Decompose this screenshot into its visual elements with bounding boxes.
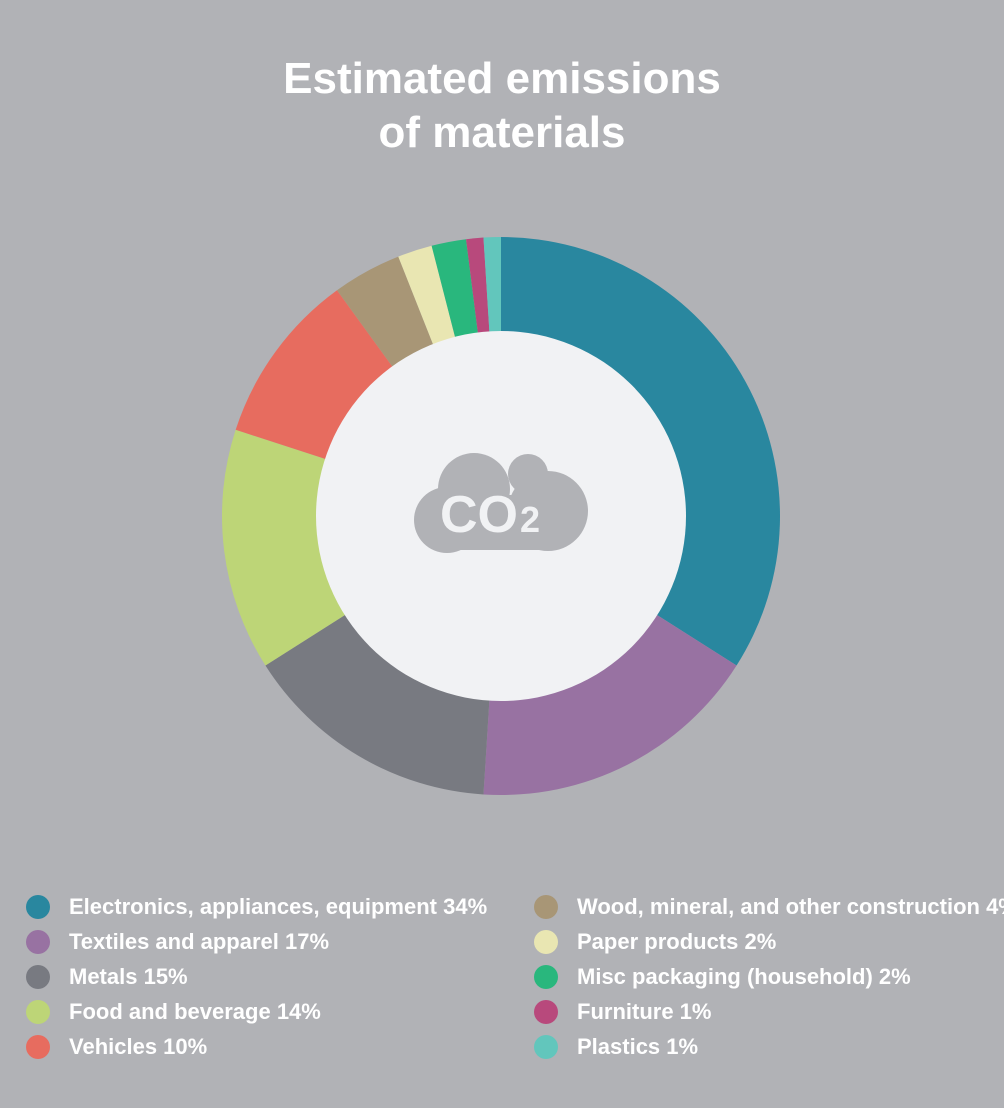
legend-label: Food and beverage 14% xyxy=(69,998,321,1024)
legend-swatch xyxy=(534,964,558,989)
legend-swatch xyxy=(26,964,50,989)
chart-title: Estimated emissions of materials xyxy=(0,52,1004,160)
legend-swatch xyxy=(534,894,558,919)
legend-item: Misc packaging (household) 2% xyxy=(534,959,1004,994)
legend-swatch xyxy=(26,929,50,954)
legend-label: Misc packaging (household) 2% xyxy=(577,963,911,989)
legend-swatch xyxy=(26,999,50,1024)
legend-item: Plastics 1% xyxy=(534,1029,1004,1064)
legend-item: Vehicles 10% xyxy=(26,1029,487,1064)
legend-swatch xyxy=(534,1034,558,1059)
legend-label: Plastics 1% xyxy=(577,1033,699,1059)
co2-label: CO2 xyxy=(440,486,540,544)
legend-swatch xyxy=(26,894,50,919)
legend-label: Paper products 2% xyxy=(577,928,777,954)
legend-label: Electronics, appliances, equipment 34% xyxy=(69,893,488,919)
legend-item: Wood, mineral, and other construction 4% xyxy=(534,889,1004,924)
legend-item: Metals 15% xyxy=(26,959,487,994)
legend-swatch xyxy=(26,1034,50,1059)
chart-title-line-1: Estimated emissions xyxy=(283,54,721,103)
legend-label: Vehicles 10% xyxy=(69,1033,208,1059)
legend-column-right: Wood, mineral, and other construction 4%… xyxy=(534,889,1004,1064)
legend-column-left: Electronics, appliances, equipment 34% Te… xyxy=(26,889,487,1064)
legend-label: Textiles and apparel 17% xyxy=(69,928,330,954)
legend-item: Textiles and apparel 17% xyxy=(26,924,487,959)
chart-title-line-2: of materials xyxy=(378,108,626,157)
legend-label: Wood, mineral, and other construction 4% xyxy=(577,893,1004,919)
legend-swatch xyxy=(534,929,558,954)
legend-label: Metals 15% xyxy=(69,963,188,989)
legend-item: Furniture 1% xyxy=(534,994,1004,1029)
legend-item: Paper products 2% xyxy=(534,924,1004,959)
legend-item: Food and beverage 14% xyxy=(26,994,487,1029)
legend-swatch xyxy=(534,999,558,1024)
legend-label: Furniture 1% xyxy=(577,998,712,1024)
co2-cloud-icon: CO2 xyxy=(414,453,588,553)
legend-item: Electronics, appliances, equipment 34% xyxy=(26,889,487,924)
